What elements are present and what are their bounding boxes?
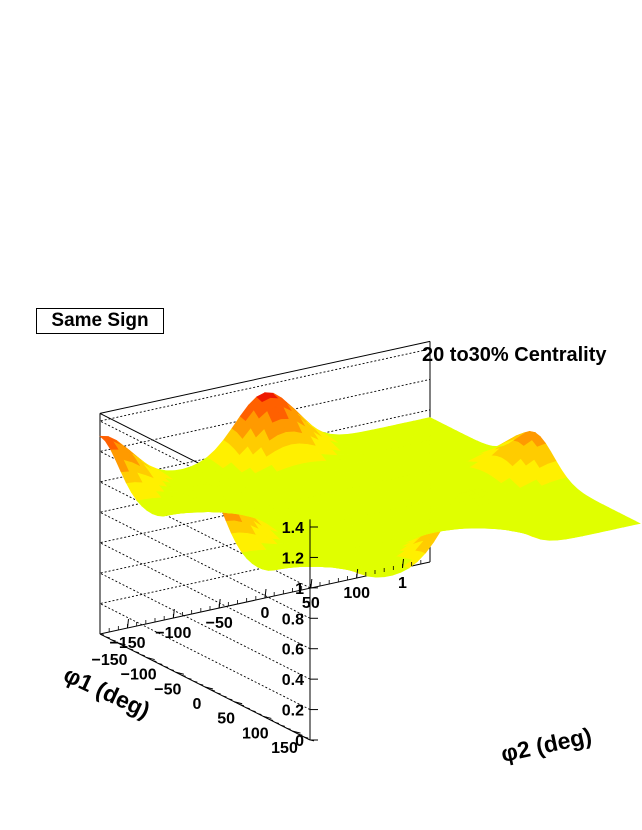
y-minor-tick — [193, 680, 198, 683]
y-minor-tick — [274, 721, 280, 724]
y-tick-label: 100 — [242, 725, 269, 742]
chart-title: 20 to30% Centrality — [422, 344, 607, 366]
z-tick-label: 0.8 — [282, 611, 304, 628]
y-tick-label: −150 — [91, 652, 127, 669]
y-tick-label: 150 — [271, 740, 298, 757]
y-minor-tick — [309, 739, 315, 742]
y-minor-tick — [210, 689, 215, 692]
y-minor-tick — [181, 674, 186, 677]
z-grid-line — [98, 348, 431, 528]
y-minor-tick — [117, 642, 122, 645]
y-minor-tick — [199, 683, 204, 686]
z-tick-label: 0.6 — [282, 642, 304, 659]
y-minor-tick — [228, 698, 233, 701]
y-minor-tick — [187, 677, 192, 680]
x-tick-label: 1 — [398, 575, 407, 592]
y-minor-tick — [257, 713, 262, 715]
z-tick-label: 0 — [295, 733, 304, 750]
y-minor-tick — [146, 657, 151, 659]
y-tick-label: 50 — [217, 711, 235, 728]
y-minor-tick — [245, 707, 250, 709]
x-tick-label: −150 — [109, 635, 145, 652]
y-minor-tick — [234, 701, 239, 704]
y-minor-tick — [152, 660, 157, 662]
y-minor-tick — [105, 636, 110, 639]
y-minor-tick — [304, 736, 309, 739]
y-minor-tick — [292, 730, 297, 733]
x-axis-title: φ2 (deg) — [499, 722, 594, 767]
z-tick-label: 0.4 — [282, 672, 304, 689]
y-minor-tick — [129, 648, 134, 651]
y-minor-tick — [263, 716, 268, 718]
y-tick-label: −50 — [154, 681, 181, 698]
y-minor-tick — [239, 704, 245, 707]
box-edge — [99, 340, 431, 414]
legend-label: Same Sign — [51, 310, 149, 331]
z-tick-label: 1 — [295, 581, 304, 598]
x-tick-label: −100 — [155, 625, 191, 642]
y-minor-tick — [251, 710, 256, 712]
y-minor-tick — [169, 668, 175, 671]
y-minor-tick — [99, 633, 105, 636]
y-minor-tick — [123, 645, 128, 648]
y-minor-tick — [158, 663, 163, 665]
y-minor-tick — [164, 666, 169, 668]
y-minor-tick — [286, 727, 291, 730]
y-minor-tick — [175, 671, 180, 674]
y-minor-tick — [216, 692, 221, 695]
x-tick-label: 100 — [343, 585, 370, 602]
z-grid-line — [98, 378, 431, 558]
y-minor-tick — [204, 686, 210, 689]
x-tick-label: 0 — [261, 605, 270, 622]
surface — [99, 392, 641, 578]
x-tick-label: 50 — [302, 595, 320, 612]
z-tick-label: 1.4 — [282, 520, 304, 537]
x-tick-label: −50 — [206, 615, 233, 632]
surface-cell — [420, 417, 437, 423]
z-tick-label: 1.2 — [282, 550, 304, 567]
y-minor-tick — [280, 724, 285, 727]
y-minor-tick — [134, 651, 140, 654]
z-tick-label: 0.2 — [282, 703, 304, 720]
y-minor-tick — [222, 695, 227, 698]
legend-box: Same Sign — [36, 308, 164, 334]
axes: 00.20.40.60.811.21.4−150−100−50050100115… — [91, 519, 431, 757]
y-minor-tick — [298, 733, 303, 736]
y-minor-tick — [111, 639, 116, 642]
y-minor-tick — [140, 654, 145, 656]
y-tick-label: 0 — [193, 696, 202, 713]
y-minor-tick — [269, 719, 274, 721]
y-tick-label: −100 — [121, 667, 157, 684]
